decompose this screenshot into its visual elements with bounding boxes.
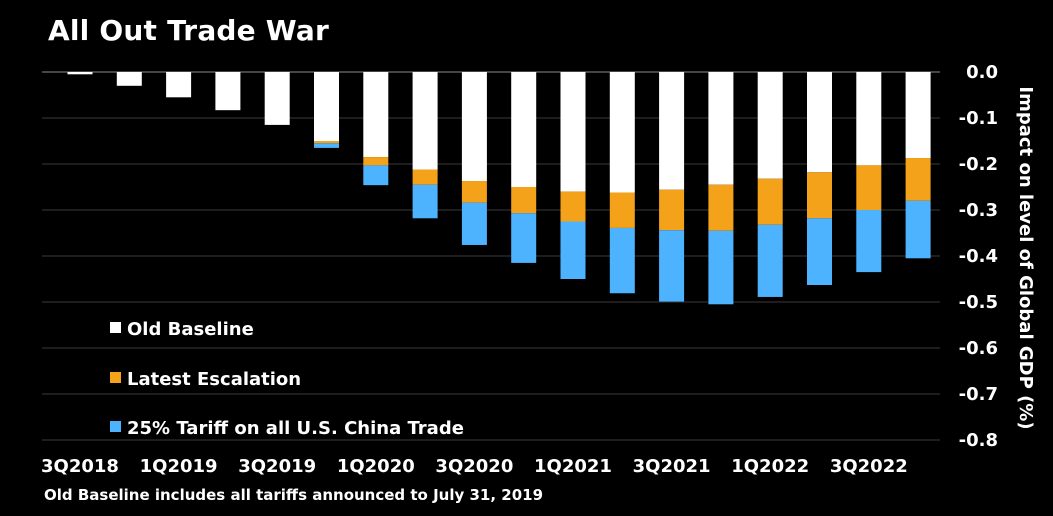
y-tick-label: -0.5 bbox=[959, 292, 998, 313]
bar-segment-old-baseline bbox=[461, 72, 487, 182]
x-tick-label: 1Q2020 bbox=[337, 456, 415, 477]
bar-segment-25-tariff-on-all-u-s-china-trade bbox=[412, 184, 438, 219]
bar-segment-25-tariff-on-all-u-s-china-trade bbox=[659, 230, 685, 302]
bar-segment-old-baseline bbox=[215, 72, 241, 111]
bar-segment-latest-escalation bbox=[659, 189, 685, 231]
bar-segment-latest-escalation bbox=[757, 178, 783, 225]
bar-segment-old-baseline bbox=[856, 72, 882, 166]
x-tick-label: 1Q2022 bbox=[731, 456, 809, 477]
y-tick-label: -0.7 bbox=[959, 384, 998, 405]
x-tick-label: 3Q2018 bbox=[41, 456, 119, 477]
y-tick-label: -0.2 bbox=[959, 154, 998, 175]
bar-segment-25-tariff-on-all-u-s-china-trade bbox=[511, 213, 537, 263]
x-tick-label: 3Q2022 bbox=[830, 456, 908, 477]
bar-segment-old-baseline bbox=[659, 72, 685, 190]
x-tick-label: 3Q2020 bbox=[435, 456, 513, 477]
bar-segment-25-tariff-on-all-u-s-china-trade bbox=[708, 230, 734, 305]
y-tick-label: -0.4 bbox=[959, 246, 998, 267]
bar-segment-old-baseline bbox=[67, 72, 93, 75]
bar-segment-old-baseline bbox=[511, 72, 537, 187]
bar-segment-25-tariff-on-all-u-s-china-trade bbox=[461, 202, 487, 245]
x-tick-label: 1Q2019 bbox=[140, 456, 218, 477]
bar-segment-25-tariff-on-all-u-s-china-trade bbox=[560, 221, 586, 279]
y-tick-label: -0.6 bbox=[959, 338, 998, 359]
y-tick-label: -0.1 bbox=[959, 108, 998, 129]
bar-segment-old-baseline bbox=[264, 72, 290, 125]
bars bbox=[67, 72, 931, 305]
bar-segment-old-baseline bbox=[757, 72, 783, 179]
bar-segment-latest-escalation bbox=[560, 191, 586, 222]
bar-segment-latest-escalation bbox=[511, 187, 537, 214]
bar-segment-latest-escalation bbox=[708, 184, 734, 231]
y-tick-label: -0.8 bbox=[959, 430, 998, 451]
bar-segment-25-tariff-on-all-u-s-china-trade bbox=[807, 218, 832, 285]
bar-segment-25-tariff-on-all-u-s-china-trade bbox=[856, 210, 882, 273]
bar-segment-old-baseline bbox=[314, 72, 339, 141]
x-tick-label: 1Q2021 bbox=[534, 456, 612, 477]
legend-swatch bbox=[110, 372, 121, 383]
legend-swatch bbox=[110, 421, 121, 432]
bar-segment-25-tariff-on-all-u-s-china-trade bbox=[757, 224, 783, 297]
bar-segment-latest-escalation bbox=[314, 141, 339, 144]
bar-segment-old-baseline bbox=[560, 72, 586, 192]
bar-segment-latest-escalation bbox=[412, 169, 438, 185]
bar-segment-old-baseline bbox=[609, 72, 635, 193]
bar-segment-latest-escalation bbox=[807, 172, 832, 219]
x-axis-ticks: 3Q2018 1Q2019 3Q2019 1Q2020 3Q2020 1Q2021 3Q20… bbox=[41, 456, 908, 477]
footnote: Old Baseline includes all tariffs announ… bbox=[44, 486, 544, 504]
x-tick-label: 3Q2021 bbox=[633, 456, 711, 477]
chart-title: All Out Trade War bbox=[48, 14, 329, 47]
x-tick-label: 3Q2019 bbox=[238, 456, 316, 477]
y-axis-title: Impact on level of Global GDP (%) bbox=[1015, 86, 1036, 429]
bar-segment-25-tariff-on-all-u-s-china-trade bbox=[363, 165, 389, 186]
y-tick-label: -0.3 bbox=[959, 200, 998, 221]
grid-lines bbox=[42, 71, 940, 441]
bar-segment-old-baseline bbox=[116, 72, 142, 86]
bar-segment-latest-escalation bbox=[609, 192, 635, 228]
bar-segment-25-tariff-on-all-u-s-china-trade bbox=[314, 143, 339, 148]
bar-segment-old-baseline bbox=[166, 72, 192, 98]
bar-segment-latest-escalation bbox=[363, 157, 389, 166]
legend: Old Baseline Latest Escalation 25% Tariff … bbox=[110, 319, 464, 439]
legend-swatch bbox=[110, 322, 121, 333]
legend-label: Old Baseline bbox=[127, 319, 254, 340]
legend-label: 25% Tariff on all U.S. China Trade bbox=[127, 418, 464, 439]
y-axis-ticks: 0.0 -0.1 -0.2 -0.3 -0.4 -0.5 -0.6 -0.7 -0.8 bbox=[959, 62, 998, 451]
legend-label: Latest Escalation bbox=[127, 369, 301, 390]
bar-segment-old-baseline bbox=[412, 72, 438, 170]
bar-segment-old-baseline bbox=[363, 72, 389, 158]
y-tick-label: 0.0 bbox=[966, 62, 998, 83]
bar-segment-latest-escalation bbox=[461, 181, 487, 203]
bar-segment-25-tariff-on-all-u-s-china-trade bbox=[609, 227, 635, 294]
bar-segment-latest-escalation bbox=[905, 158, 931, 201]
bar-segment-old-baseline bbox=[905, 72, 931, 159]
bar-segment-old-baseline bbox=[807, 72, 832, 173]
bar-segment-latest-escalation bbox=[856, 165, 882, 210]
bar-segment-old-baseline bbox=[708, 72, 734, 185]
bar-segment-25-tariff-on-all-u-s-china-trade bbox=[905, 200, 931, 259]
